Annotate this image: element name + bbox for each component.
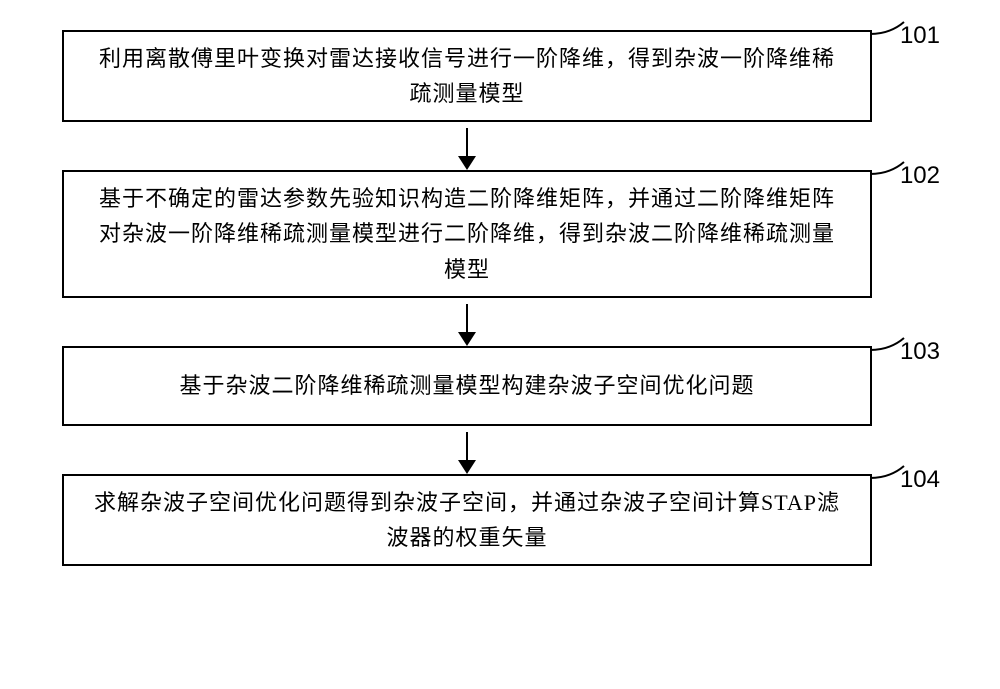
flowchart-step-3-text: 基于杂波二阶降维稀疏测量模型构建杂波子空间优化问题 xyxy=(179,368,754,403)
connector-2 xyxy=(870,160,912,184)
flowchart-container: 利用离散傅里叶变换对雷达接收信号进行一阶降维，得到杂波一阶降维稀疏测量模型 10… xyxy=(50,30,950,566)
arrow-2-head xyxy=(458,332,476,346)
connector-3 xyxy=(870,336,912,360)
arrow-1 xyxy=(62,122,872,170)
flowchart-step-3: 基于杂波二阶降维稀疏测量模型构建杂波子空间优化问题 103 xyxy=(62,346,872,426)
flowchart-step-1: 利用离散傅里叶变换对雷达接收信号进行一阶降维，得到杂波一阶降维稀疏测量模型 10… xyxy=(62,30,872,122)
flowchart-step-1-text: 利用离散傅里叶变换对雷达接收信号进行一阶降维，得到杂波一阶降维稀疏测量模型 xyxy=(88,41,846,111)
arrow-2 xyxy=(62,298,872,346)
flowchart-step-2-text: 基于不确定的雷达参数先验知识构造二阶降维矩阵，并通过二阶降维矩阵对杂波一阶降维稀… xyxy=(88,181,846,287)
connector-1 xyxy=(870,20,912,44)
connector-4 xyxy=(870,464,912,488)
arrow-1-head xyxy=(458,156,476,170)
flowchart-step-2: 基于不确定的雷达参数先验知识构造二阶降维矩阵，并通过二阶降维矩阵对杂波一阶降维稀… xyxy=(62,170,872,298)
flowchart-step-4-text: 求解杂波子空间优化问题得到杂波子空间，并通过杂波子空间计算STAP滤波器的权重矢… xyxy=(88,485,846,555)
flowchart-step-4: 求解杂波子空间优化问题得到杂波子空间，并通过杂波子空间计算STAP滤波器的权重矢… xyxy=(62,474,872,566)
arrow-3-head xyxy=(458,460,476,474)
arrow-3 xyxy=(62,426,872,474)
